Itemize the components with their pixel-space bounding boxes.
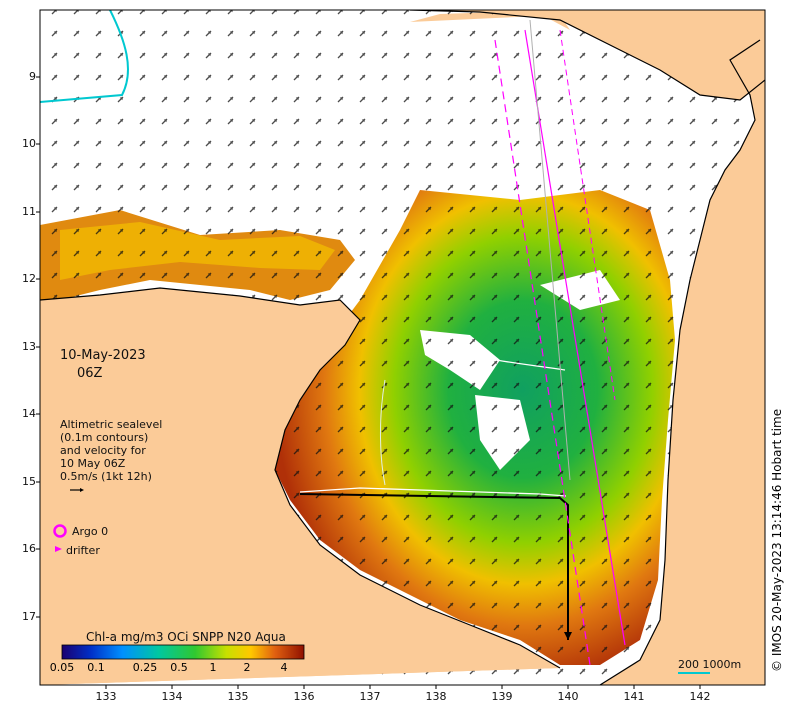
shelf-line xyxy=(40,10,129,103)
lon-tick-label: 140 xyxy=(557,690,579,703)
lon-tick-label: 133 xyxy=(95,690,117,703)
drifter-track xyxy=(494,39,591,666)
argo-marker xyxy=(53,524,67,538)
legend-text-line: 10 May 06Z xyxy=(60,457,126,470)
lat-tick-label: 16 xyxy=(22,542,36,555)
sealevel-contour xyxy=(469,354,566,371)
lat-tick-label: 15 xyxy=(22,475,36,488)
lon-tick-label: 135 xyxy=(227,690,249,703)
map-date: 10-May-2023 xyxy=(60,348,146,363)
lat-tick-label: 10 xyxy=(22,137,36,150)
colorbar-tick: 0.5 xyxy=(170,661,188,674)
lon-tick-label: 136 xyxy=(293,690,315,703)
boundary-current xyxy=(299,493,569,640)
lat-tick-label: 9 xyxy=(29,70,36,83)
coastline xyxy=(40,10,765,685)
lon-tick-label: 142 xyxy=(689,690,711,703)
colorbar-tick: 0.1 xyxy=(87,661,105,674)
lat-tick-label: 17 xyxy=(22,610,36,623)
lat-tick-label: 14 xyxy=(22,407,36,420)
sealevel-contour xyxy=(379,379,386,486)
legend-text-line: and velocity for xyxy=(60,444,146,457)
lon-tick-label: 134 xyxy=(161,690,183,703)
legend-text-line: (0.1m contours) xyxy=(60,431,149,444)
colorbar-tick: 0.05 xyxy=(49,661,75,674)
lon-tick-label: 139 xyxy=(491,690,513,703)
lon-tick-label: 137 xyxy=(359,690,381,703)
lat-tick-label: 12 xyxy=(22,272,36,285)
colorbar-tick: 0.25 xyxy=(132,661,158,674)
legend-text-line: 0.5m/s (1kt 12h) xyxy=(60,470,152,483)
colorbar-title: Chl-a mg/m3 OCi SNPP N20 Aqua xyxy=(86,630,286,644)
lon-tick-label: 141 xyxy=(623,690,645,703)
drifter-track xyxy=(559,29,616,401)
lat-tick-label: 11 xyxy=(22,205,36,218)
drifter-label: drifter xyxy=(66,544,100,557)
colorbar-tick: 2 xyxy=(243,661,251,674)
colorbar-tick: 1 xyxy=(209,661,217,674)
imos-credit: © IMOS 20-May-2023 13:14:46 Hobart time xyxy=(770,408,784,672)
drifter-track xyxy=(524,29,626,646)
drifter-marker xyxy=(55,546,62,552)
lat-tick-marks xyxy=(36,76,40,618)
scale-label: 200 1000m xyxy=(678,658,742,671)
argo-label: Argo 0 xyxy=(72,525,109,538)
lon-tick-marks xyxy=(105,685,701,689)
colorbar xyxy=(61,644,305,660)
lon-tick-label: 138 xyxy=(425,690,447,703)
legend-text-line: Altimetric sealevel xyxy=(60,418,163,431)
map-time: 06Z xyxy=(77,366,103,381)
sealevel-contour xyxy=(299,487,567,497)
colorbar-tick: 4 xyxy=(280,661,288,674)
lat-tick-label: 13 xyxy=(22,340,36,353)
